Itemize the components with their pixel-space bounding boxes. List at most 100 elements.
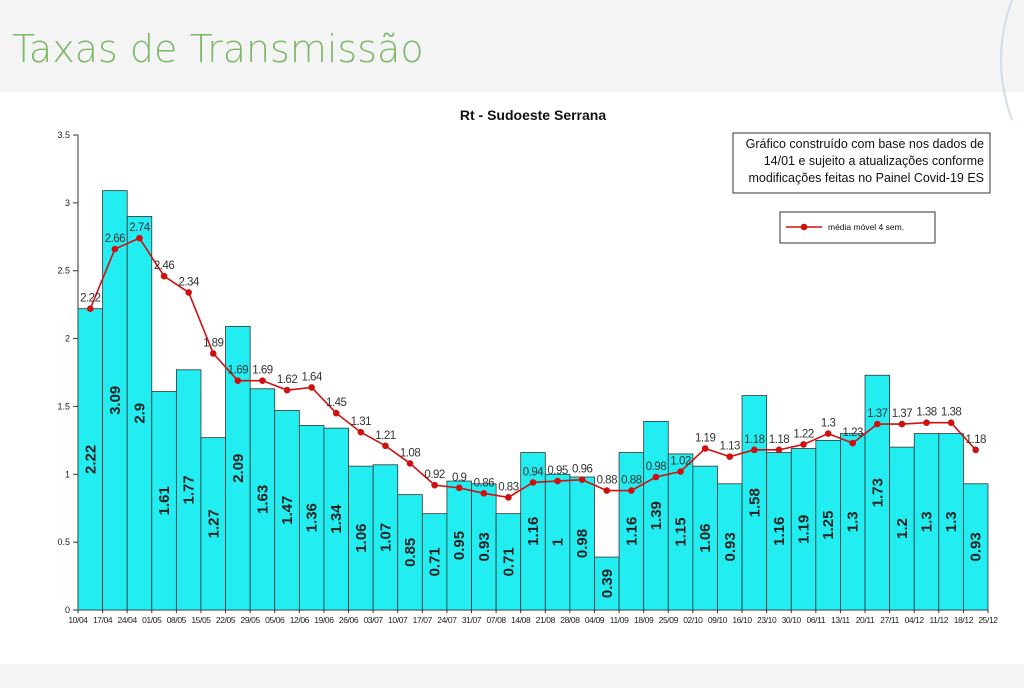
bar-value-label: 1.06 bbox=[353, 523, 370, 552]
line-value-label: 0.94 bbox=[523, 466, 544, 478]
bar bbox=[397, 494, 423, 611]
line-value-label: 1.19 bbox=[695, 433, 715, 445]
bar bbox=[963, 483, 989, 611]
line-value-label: 1.38 bbox=[916, 407, 936, 419]
line-value-label: 2.46 bbox=[154, 260, 174, 272]
bar-value-label: 1.3 bbox=[845, 511, 862, 532]
bar bbox=[151, 391, 177, 611]
bar bbox=[717, 483, 743, 611]
bar-value-label: 1.39 bbox=[648, 501, 665, 530]
bar-value-label: 1.15 bbox=[673, 517, 690, 546]
line-value-label: 0.95 bbox=[547, 465, 567, 477]
x-tick-label: 10/07 bbox=[388, 615, 408, 625]
x-tick-label: 24/04 bbox=[118, 615, 138, 625]
annotation-text: Gráfico construído com base nos dados de bbox=[746, 137, 984, 151]
line-point bbox=[578, 476, 586, 484]
line-point bbox=[652, 473, 660, 481]
line-value-label: 1.22 bbox=[793, 428, 813, 440]
line-value-label: 0.98 bbox=[646, 461, 666, 473]
x-tick-label: 25/09 bbox=[659, 615, 679, 625]
line-point bbox=[923, 419, 930, 427]
line-value-label: 0.92 bbox=[424, 469, 444, 481]
line-value-label: 0.88 bbox=[597, 475, 617, 487]
x-tick-label: 28/08 bbox=[560, 615, 580, 625]
bar bbox=[225, 325, 251, 611]
x-tick-label: 23/10 bbox=[757, 615, 777, 625]
line-point bbox=[529, 479, 537, 486]
x-tick-label: 19/06 bbox=[314, 615, 334, 625]
annotation-text: 14/01 e sujeito a atualizações conforme bbox=[764, 154, 984, 168]
x-tick-label: 29/05 bbox=[241, 615, 261, 625]
bar-value-label: 0.93 bbox=[476, 532, 493, 561]
bar bbox=[471, 483, 497, 611]
line-point bbox=[554, 477, 561, 485]
slide-heading: Taxas de Transmissão bbox=[12, 27, 424, 71]
line-point bbox=[505, 494, 512, 501]
y-tick-label: 2 bbox=[65, 334, 70, 344]
line-value-label: 1.18 bbox=[966, 434, 986, 446]
x-tick-label: 30/10 bbox=[782, 615, 802, 625]
bar-value-label: 1.16 bbox=[525, 517, 542, 546]
x-tick-label: 25/12 bbox=[978, 615, 998, 625]
line-point bbox=[701, 445, 709, 452]
bar-value-label: 0.93 bbox=[722, 532, 739, 561]
x-tick-label: 03/07 bbox=[363, 615, 383, 625]
line-point bbox=[824, 430, 832, 437]
line-point bbox=[259, 377, 266, 384]
line-value-label: 0.86 bbox=[474, 477, 494, 489]
line-point bbox=[160, 272, 168, 280]
bar bbox=[421, 513, 448, 611]
line-value-label: 1.37 bbox=[867, 408, 887, 420]
bar-value-label: 1 bbox=[550, 538, 567, 546]
line-value-label: 2.22 bbox=[80, 293, 100, 305]
x-tick-label: 15/05 bbox=[191, 615, 211, 625]
bar-value-label: 1.16 bbox=[623, 517, 640, 546]
line-point bbox=[209, 350, 217, 357]
bar bbox=[175, 369, 202, 611]
y-tick-label: 1 bbox=[65, 469, 70, 479]
bar-value-label: 1.47 bbox=[279, 496, 296, 525]
bar-value-label: 1.06 bbox=[697, 523, 714, 552]
line-value-label: 1.37 bbox=[892, 408, 912, 420]
bar-value-label: 1.2 bbox=[894, 518, 911, 539]
bar bbox=[913, 433, 940, 611]
bar-value-label: 1.19 bbox=[796, 515, 813, 544]
y-tick-label: 1.5 bbox=[57, 401, 70, 411]
line-point bbox=[382, 442, 389, 450]
line-value-label: 1.21 bbox=[375, 430, 395, 442]
x-tick-label: 09/10 bbox=[708, 615, 728, 625]
line-value-label: 1.62 bbox=[277, 374, 297, 386]
line-point bbox=[726, 453, 734, 460]
bar-value-label: 2.22 bbox=[82, 445, 99, 474]
line-value-label: 1.3 bbox=[821, 418, 836, 430]
bar bbox=[864, 374, 891, 611]
bar-value-label: 1.34 bbox=[328, 504, 345, 534]
line-value-label: 1.89 bbox=[203, 338, 223, 350]
line-point bbox=[332, 409, 340, 417]
bar bbox=[618, 452, 645, 611]
line-value-label: 0.88 bbox=[621, 475, 641, 487]
bar-value-label: 1.63 bbox=[254, 485, 271, 514]
x-tick-label: 20/11 bbox=[856, 615, 875, 625]
line-point bbox=[628, 487, 635, 494]
line-point bbox=[677, 468, 684, 475]
bar-value-label: 1.25 bbox=[820, 511, 837, 540]
bar bbox=[372, 464, 399, 611]
line-point bbox=[406, 460, 414, 467]
bar bbox=[520, 452, 546, 611]
line-value-label: 1.18 bbox=[744, 434, 764, 446]
line-point bbox=[185, 289, 192, 296]
line-point bbox=[455, 484, 463, 492]
bar-value-label: 0.85 bbox=[402, 538, 419, 567]
y-tick-label: 2.5 bbox=[57, 266, 70, 276]
x-tick-label: 16/10 bbox=[732, 615, 752, 625]
bar-value-label: 0.71 bbox=[500, 547, 517, 576]
line-value-label: 1.45 bbox=[326, 397, 346, 409]
bar-value-label: 1.07 bbox=[377, 523, 394, 552]
line-value-label: 1.69 bbox=[252, 365, 272, 377]
line-point bbox=[849, 439, 857, 447]
bar-value-label: 1.73 bbox=[869, 478, 886, 507]
x-tick-label: 11/12 bbox=[929, 615, 948, 625]
decoration bbox=[1000, 0, 1013, 121]
line-point bbox=[308, 384, 315, 391]
